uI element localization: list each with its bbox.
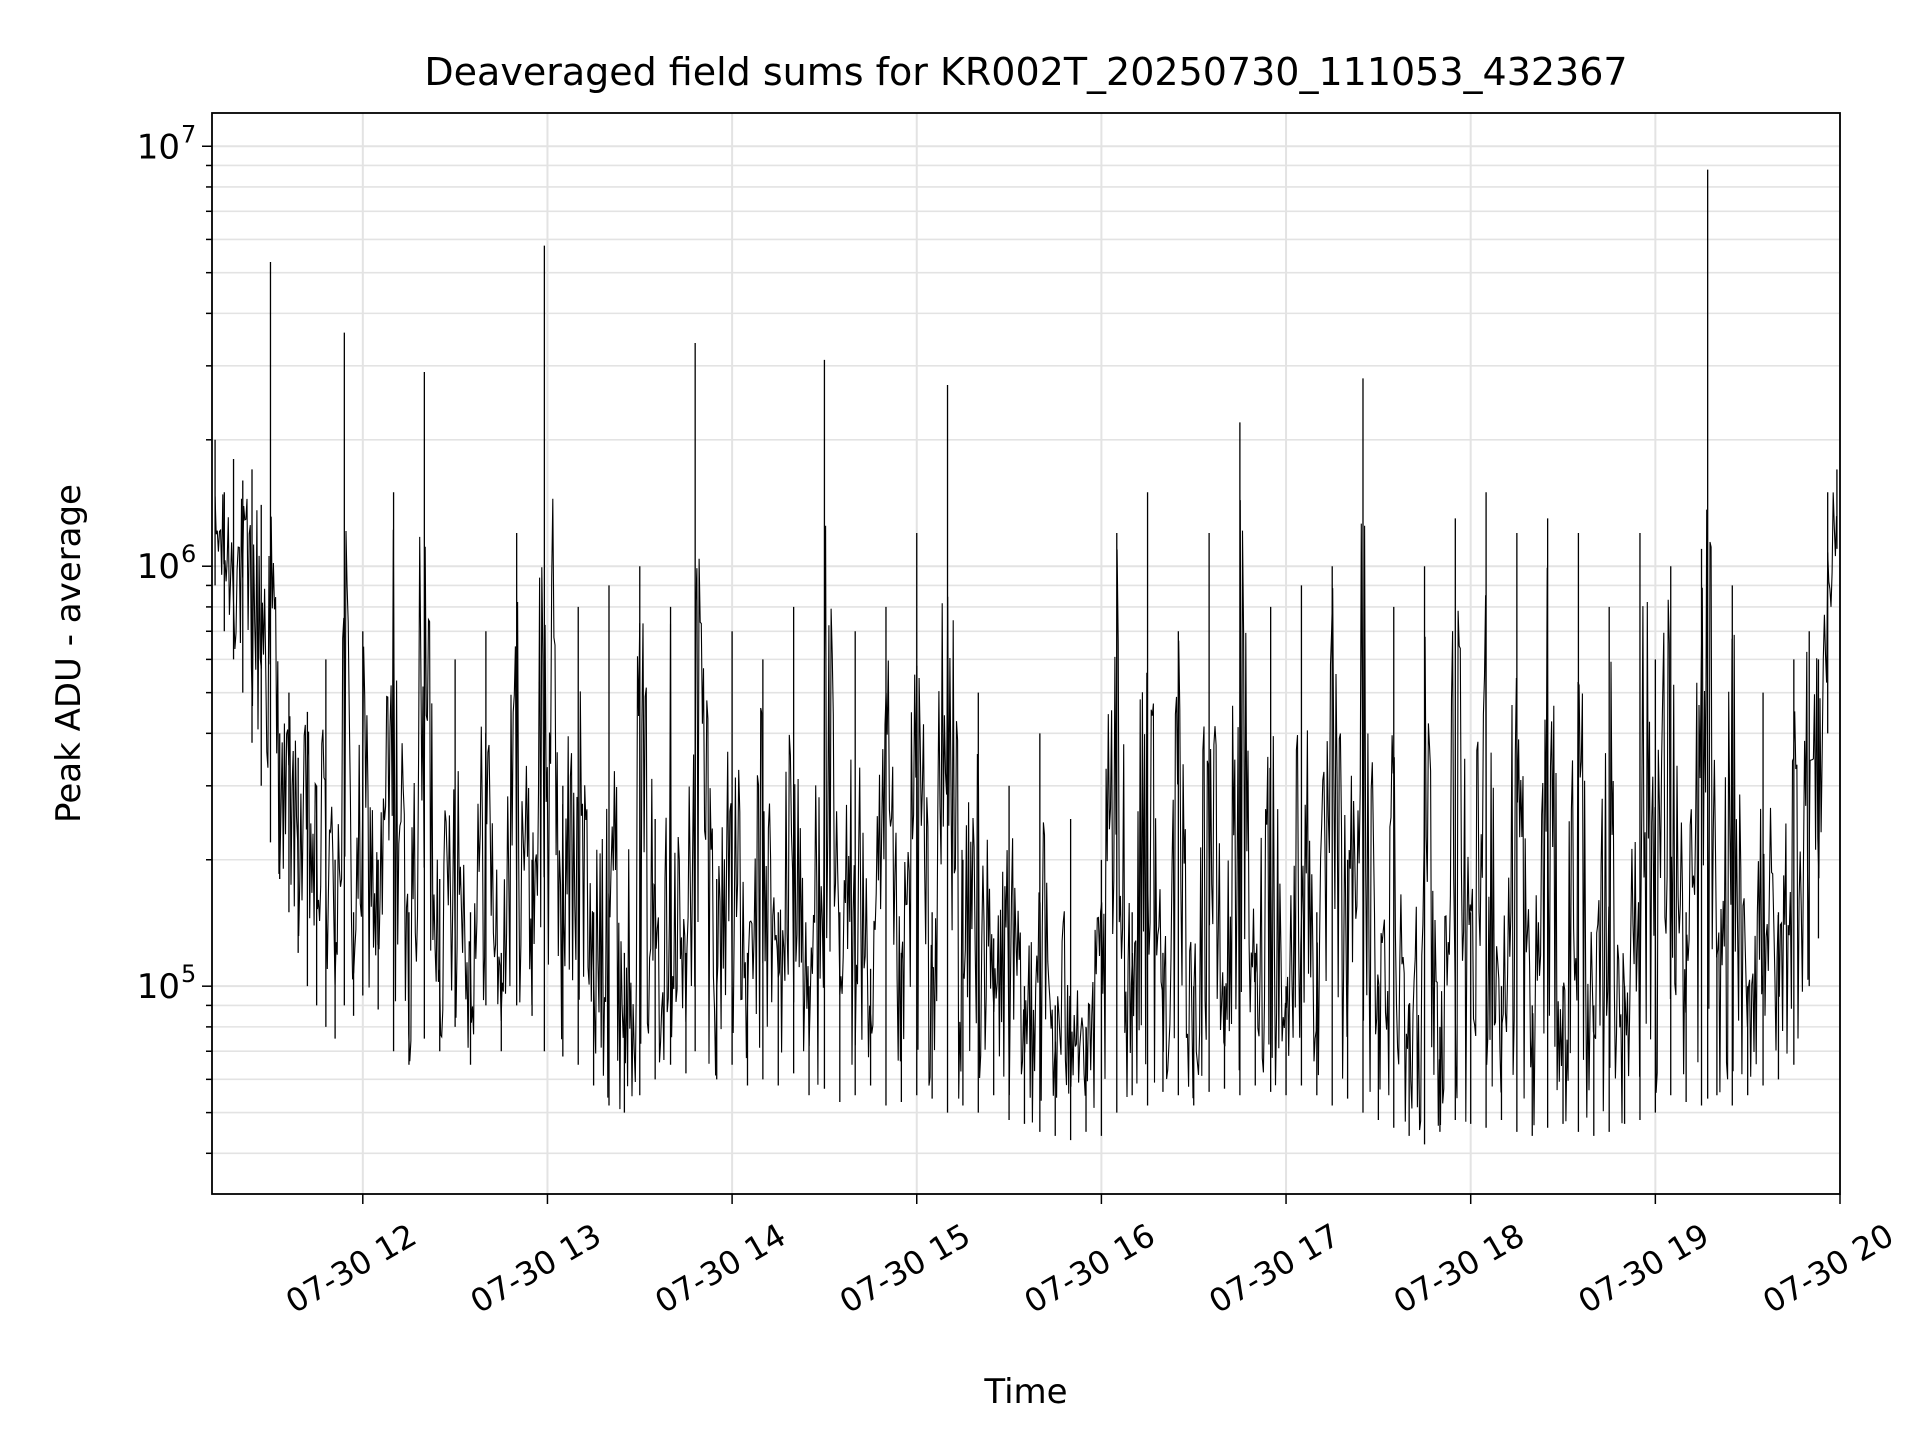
y-tick-exponent: 6 xyxy=(181,540,196,568)
series-line xyxy=(214,169,1838,1145)
y-tick-label: 10 7 xyxy=(137,120,197,167)
y-tick-base: 10 xyxy=(137,127,180,167)
y-tick-label: 10 5 xyxy=(137,960,197,1007)
y-axis-label: Peak ADU - average xyxy=(49,484,89,823)
x-axis-label: Time xyxy=(983,1372,1067,1412)
plot-frame xyxy=(211,112,1841,1195)
chart-title: Deaveraged field sums for KR002T_2025073… xyxy=(424,50,1627,94)
y-tick-exponent: 7 xyxy=(181,120,196,148)
y-tick-label: 10 6 xyxy=(137,540,197,587)
y-tick-base: 10 xyxy=(137,967,180,1007)
y-tick-base: 10 xyxy=(137,547,180,587)
grid xyxy=(212,113,1841,1194)
y-tick-exponent: 5 xyxy=(181,960,196,988)
